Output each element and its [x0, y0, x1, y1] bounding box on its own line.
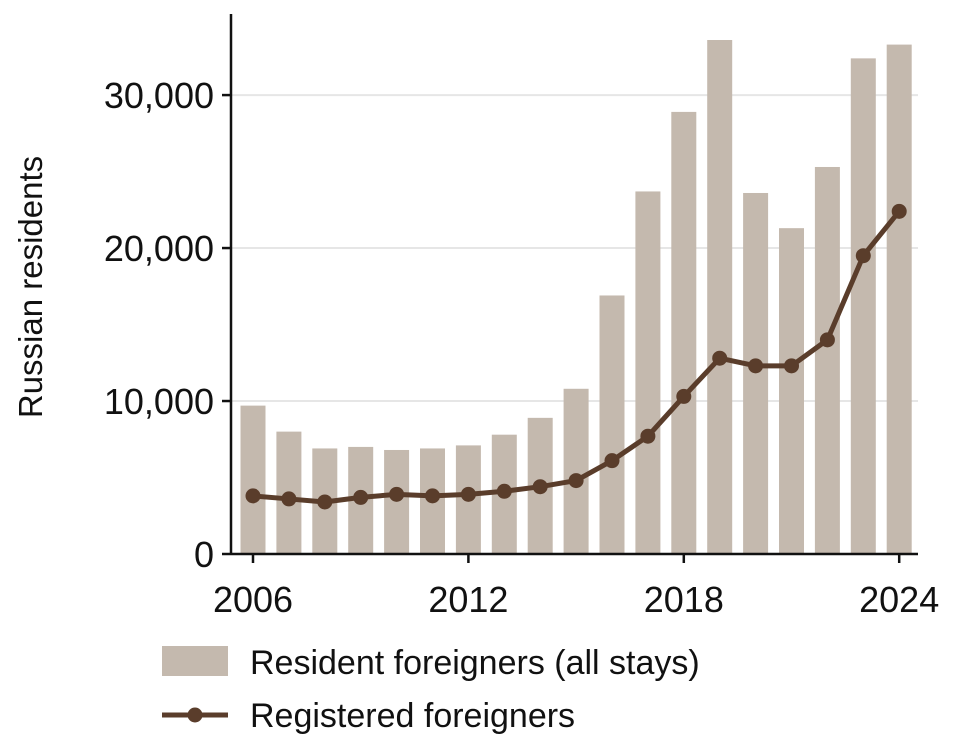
bar: [707, 40, 733, 554]
line-point: [389, 486, 405, 502]
axes: [229, 14, 918, 556]
line-point: [604, 453, 620, 469]
bar: [743, 192, 769, 554]
line-point: [640, 428, 656, 444]
line-point: [712, 350, 728, 366]
legend: Resident foreigners (all stays) Registere…: [162, 644, 700, 735]
bar: [635, 191, 661, 554]
line-point: [819, 332, 835, 348]
line-point: [784, 358, 799, 374]
bar: [850, 58, 876, 554]
y-tick-label: 0: [194, 534, 214, 575]
y-axis-title: Russian residents: [12, 156, 49, 418]
line-point: [855, 248, 871, 264]
x-tick-label: 2018: [644, 579, 724, 620]
line-point: [532, 479, 548, 495]
line-point: [496, 483, 512, 499]
line-point: [676, 388, 692, 404]
line-point: [748, 358, 764, 374]
x-tick-label: 2024: [859, 579, 939, 620]
line-point: [353, 489, 369, 505]
legend-label-resident-foreigners: Resident foreigners (all stays): [250, 644, 700, 682]
y-tick-label: 30,000: [104, 75, 214, 116]
line-point: [891, 203, 907, 219]
bar: [671, 111, 697, 554]
bar: [779, 228, 804, 554]
bar: [814, 166, 840, 555]
legend-swatch-marker: [187, 707, 203, 723]
y-axis-ticks: 0 10,000 20,000 30,000: [104, 75, 231, 575]
x-axis-ticks: 2006 2012 2018 2024: [213, 554, 939, 620]
bar: [240, 405, 266, 554]
bar: [384, 449, 410, 554]
line-point: [425, 488, 440, 504]
y-tick-label: 10,000: [104, 381, 214, 422]
line-point: [281, 491, 297, 507]
x-tick-label: 2012: [428, 579, 508, 620]
bar: [599, 295, 625, 554]
legend-swatch-bar: [162, 646, 228, 676]
line-point: [317, 494, 333, 510]
line-point: [245, 488, 261, 504]
y-tick-label: 20,000: [104, 228, 214, 269]
bar: [563, 388, 589, 554]
line-point: [460, 486, 476, 502]
legend-label-registered-foreigners: Registered foreigners: [250, 697, 575, 735]
x-tick-label: 2006: [213, 579, 293, 620]
line-point: [568, 473, 584, 489]
line-series-registered-foreigners: [245, 203, 907, 510]
bar: [886, 44, 912, 554]
